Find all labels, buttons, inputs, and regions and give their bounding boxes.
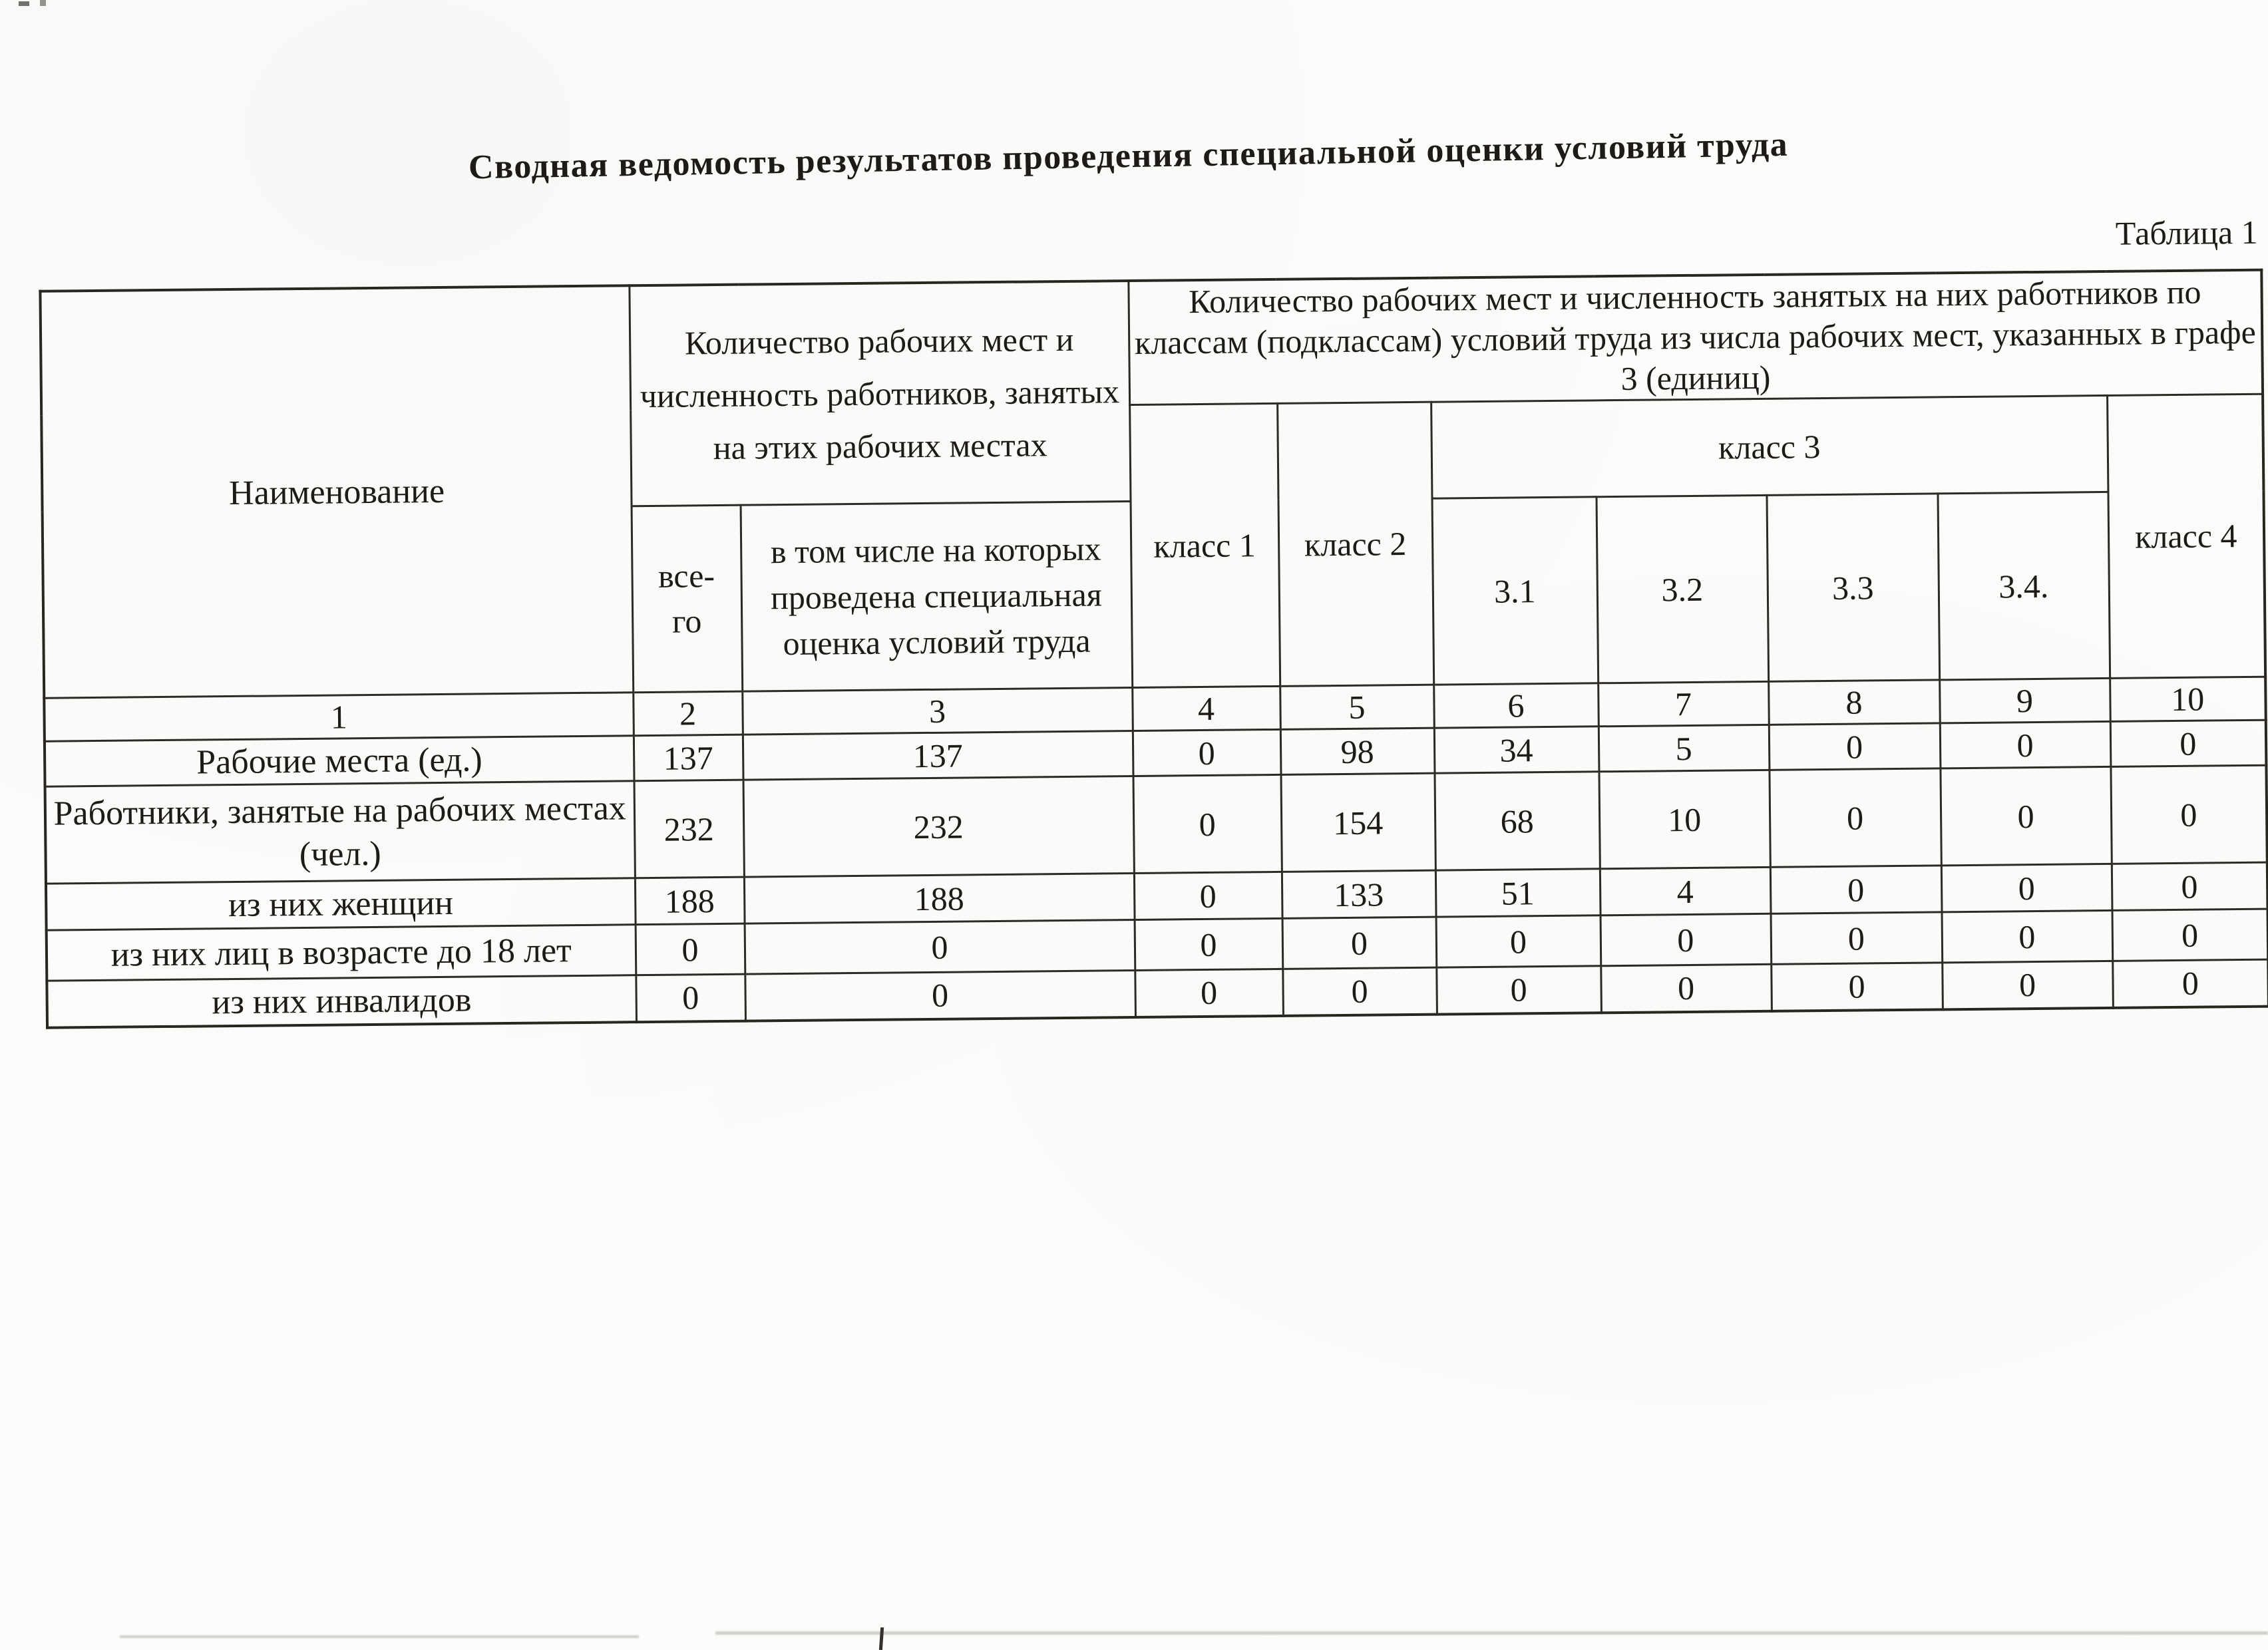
cell-value: 0 [2110, 720, 2267, 767]
cell-value: 0 [635, 923, 745, 975]
cell-value: 0 [636, 974, 745, 1022]
cell-value: 68 [1434, 771, 1600, 871]
cell-value: 0 [1771, 962, 1943, 1011]
cell-value: 0 [2110, 765, 2267, 864]
header-cell-subclass-3-4: 3.4. [1937, 492, 2110, 680]
cell-value: 0 [1768, 723, 1941, 770]
column-number: 6 [1433, 683, 1599, 729]
table-number-label: Таблица 1 [2115, 213, 2258, 252]
header-cell-subclass-3-2: 3.2 [1596, 495, 1769, 683]
cell-value: 0 [1132, 729, 1281, 776]
cell-value: 0 [2112, 959, 2268, 1008]
column-number: 9 [1939, 678, 2110, 723]
cell-value: 188 [634, 877, 745, 925]
cell-value: 0 [1282, 917, 1437, 969]
cell-value: 98 [1280, 728, 1435, 775]
column-number: 10 [2110, 677, 2266, 722]
column-number: 3 [742, 687, 1133, 735]
summary-table: Наименование Количество рабочих мест и ч… [39, 268, 2268, 1029]
cell-value: 4 [1599, 867, 1771, 915]
cell-value: 0 [1769, 768, 1941, 868]
cell-value: 188 [743, 873, 1135, 924]
cell-value: 0 [2112, 909, 2268, 961]
header-group-classes: Количество рабочих мест и численность за… [1128, 269, 2263, 405]
cell-value: 0 [1939, 721, 2111, 768]
column-number: 4 [1132, 686, 1280, 731]
row-label: Работники, занятые на рабочих местах (че… [45, 780, 635, 884]
cell-value: 137 [633, 735, 743, 781]
cell-value: 0 [1942, 961, 2113, 1009]
row-label: из них лиц в возрасте до 18 лет [46, 924, 636, 981]
cell-value: 0 [1770, 911, 1943, 965]
cell-value: 133 [1281, 870, 1436, 919]
cell-value: 0 [1282, 967, 1437, 1016]
header-group-workplaces: Количество рабочих мест и численность ра… [629, 281, 1131, 506]
cell-value: 0 [1436, 965, 1601, 1015]
row-label: из них женщин [45, 878, 636, 931]
column-number: 2 [633, 691, 743, 736]
row-label: из них инвалидов [47, 975, 636, 1028]
cell-value: 5 [1598, 725, 1770, 772]
column-number: 7 [1598, 681, 1769, 727]
cell-value: 0 [1135, 969, 1283, 1017]
cell-value: 0 [1770, 865, 1942, 914]
header-cell-subclass-3-3: 3.3 [1766, 493, 1940, 682]
cell-value: 0 [1941, 864, 2112, 912]
cell-value: 10 [1599, 770, 1770, 869]
document-title: Сводная ведомость результатов проведения… [468, 125, 1789, 187]
cell-value: 0 [1134, 918, 1283, 971]
cell-value: 0 [1133, 872, 1282, 920]
header-cell-class-1: класс 1 [1129, 403, 1280, 688]
header-cell-name: Наименование [40, 285, 634, 699]
cell-value: 34 [1433, 726, 1599, 774]
cell-value: 232 [743, 776, 1134, 878]
cell-value: 0 [744, 919, 1135, 975]
cell-value: 0 [1435, 915, 1601, 968]
cell-value: 0 [1601, 964, 1772, 1013]
cell-value: 0 [1600, 913, 1772, 966]
scan-artifact-speck [40, 0, 46, 6]
cell-value: 0 [2111, 862, 2268, 911]
cell-value: 154 [1280, 773, 1435, 872]
header-cell-class-4: класс 4 [2107, 394, 2266, 679]
column-number: 1 [44, 692, 634, 742]
column-number: 5 [1280, 685, 1434, 730]
cell-value: 0 [745, 970, 1135, 1021]
cell-value: 0 [1940, 766, 2112, 866]
header-cell-sout: в том числе на которых проведена специал… [740, 501, 1133, 692]
row-label: Рабочие места (ед.) [44, 735, 634, 787]
header-cell-total: все- го [631, 505, 743, 693]
header-cell-class-2: класс 2 [1277, 402, 1434, 687]
cell-value: 232 [634, 780, 744, 878]
header-row-groups: Наименование Количество рабочих мест и ч… [40, 269, 2263, 699]
cell-value: 0 [1941, 910, 2113, 963]
cell-value: 137 [742, 731, 1133, 780]
cell-value: 0 [1133, 774, 1282, 874]
header-cell-subclass-3-1: 3.1 [1431, 496, 1599, 685]
column-number: 8 [1768, 679, 1940, 725]
scan-artifact-speck [19, 1, 29, 6]
header-cell-class-3: класс 3 [1431, 395, 2108, 499]
cell-value: 51 [1435, 868, 1601, 917]
